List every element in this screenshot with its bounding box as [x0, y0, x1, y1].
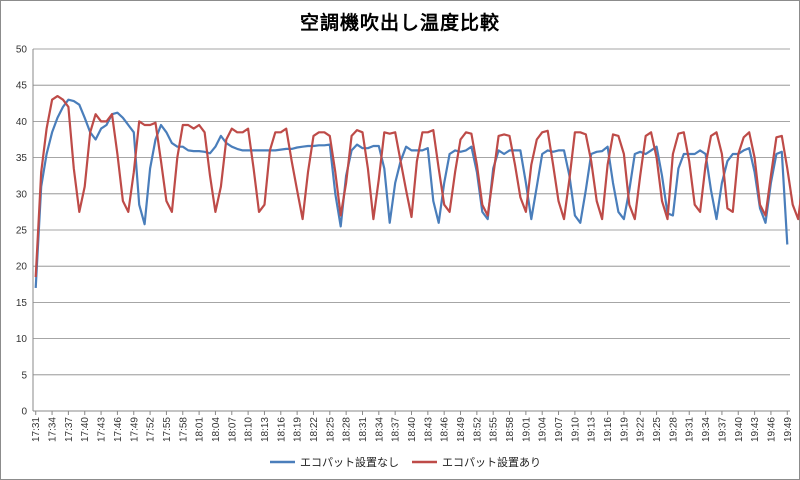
x-tick-label: 18:31	[358, 417, 369, 442]
legend: エコパット設置なし エコパット設置あり	[270, 455, 541, 469]
series-lines	[34, 94, 800, 288]
x-tick-label: 19:13	[587, 417, 598, 442]
x-tick-label: 19:40	[734, 417, 745, 442]
y-tick-label: 15	[16, 298, 28, 309]
x-tick-label: 18:13	[260, 417, 271, 442]
x-tick-label: 18:10	[244, 417, 255, 442]
x-tick-label: 18:43	[423, 417, 434, 442]
x-tick-label: 18:19	[293, 417, 304, 442]
x-tick-label: 17:34	[48, 417, 59, 442]
x-tick-label: 19:37	[717, 417, 728, 442]
x-tick-label: 18:52	[472, 417, 483, 442]
x-tick-label: 18:04	[211, 417, 222, 442]
y-tick-label: 50	[16, 45, 28, 56]
x-tick-label: 19:19	[619, 417, 630, 442]
x-tick-label: 18:40	[407, 417, 418, 442]
x-tick-label: 19:34	[701, 417, 712, 442]
x-tick-label: 18:55	[489, 417, 500, 442]
x-tick-label: 19:04	[538, 417, 549, 442]
series-line-1	[34, 98, 789, 288]
y-tick-label: 5	[21, 370, 27, 381]
y-tick-label: 25	[16, 226, 28, 237]
x-tick-label: 19:46	[766, 417, 777, 442]
x-tick-label: 18:34	[374, 417, 385, 442]
x-tick-label: 19:43	[750, 417, 761, 442]
x-tick-label: 18:25	[325, 417, 336, 442]
x-tick-label: 18:22	[309, 417, 320, 442]
x-tick-label: 19:28	[668, 417, 679, 442]
x-tick-label: 19:22	[636, 417, 647, 442]
x-tick-label: 19:25	[652, 417, 663, 442]
x-tick-label: 17:37	[64, 417, 75, 442]
y-tick-label: 0	[21, 407, 27, 418]
x-tick-label: 17:58	[178, 417, 189, 442]
x-tick-label: 17:40	[80, 417, 91, 442]
y-tick-label: 35	[16, 153, 28, 164]
x-tick-label: 18:49	[456, 417, 467, 442]
chart-title: 空調機吹出し温度比較	[299, 12, 500, 34]
y-tick-label: 20	[16, 262, 28, 273]
x-tick-label: 18:28	[342, 417, 353, 442]
y-tick-label: 30	[16, 189, 28, 200]
x-tick-label: 18:37	[391, 417, 402, 442]
x-tick-label: 18:46	[440, 417, 451, 442]
legend-label-1: エコパット設置なし	[300, 455, 399, 469]
x-axis: 17:31 17:34 17:37 17:40 17:43 17:46 17:49 17:52…	[31, 410, 800, 442]
x-tick-label: 19:16	[603, 417, 614, 442]
grid-lines	[33, 48, 790, 376]
y-tick-label: 45	[16, 81, 28, 92]
x-tick-label: 19:49	[783, 417, 794, 442]
y-tick-label: 10	[16, 334, 28, 345]
x-tick-label: 19:10	[570, 417, 581, 442]
legend-label-2: エコパット設置あり	[442, 455, 541, 469]
x-tick-label: 17:46	[113, 417, 124, 442]
series-line-2	[34, 94, 800, 278]
x-tick-label: 19:07	[554, 417, 565, 442]
x-tick-label: 18:01	[195, 417, 206, 442]
x-tick-label: 19:01	[521, 417, 532, 442]
x-tick-label: 17:49	[129, 417, 140, 442]
x-tick-label: 19:31	[685, 417, 696, 442]
x-tick-label: 17:43	[97, 417, 108, 442]
y-tick-label: 40	[16, 117, 28, 128]
y-axis: 0 5 10 15 20 25 30 35 40 45 50	[16, 45, 34, 418]
x-tick-label: 17:52	[146, 417, 157, 442]
x-tick-label: 18:58	[505, 417, 516, 442]
x-tick-label: 17:31	[31, 417, 42, 442]
x-tick-label: 18:16	[276, 417, 287, 442]
x-tick-label: 17:55	[162, 417, 173, 442]
x-tick-label: 18:07	[227, 417, 238, 442]
